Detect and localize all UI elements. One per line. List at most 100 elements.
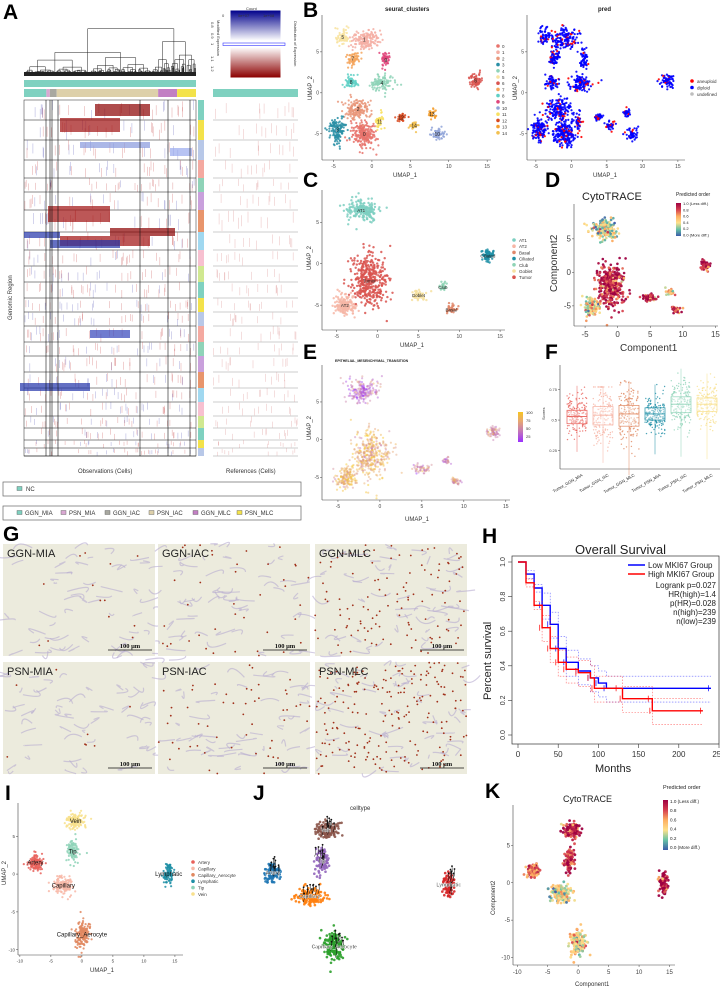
pred-point-0: [552, 133, 555, 136]
cnv-signal: [159, 218, 160, 230]
cytotrace-d-point-AT1: [609, 218, 613, 222]
pred-point-7: [552, 56, 555, 59]
seurat-point-8: [349, 73, 353, 76]
celltype-c-point-Tumor: [353, 257, 356, 260]
seurat-point-2: [352, 111, 355, 114]
cnv-signal: [106, 373, 107, 382]
seurat-point-5: [345, 25, 348, 28]
seurat-point-1: [362, 33, 365, 37]
seurat-point-2: [361, 111, 364, 115]
cnv-signal: [249, 303, 251, 311]
legend-label-5: 5: [502, 75, 505, 80]
y-tick-label: -5: [315, 303, 320, 309]
seurat-point-2: [369, 99, 372, 102]
seurat-point-2: [347, 99, 350, 102]
pred-point-4: [585, 76, 588, 79]
legend-label-8: 8: [502, 94, 505, 99]
cnv-signal: [24, 200, 26, 210]
cnv-signal: [285, 358, 287, 367]
cnv-signal: [103, 194, 104, 204]
cnv-signal: [121, 289, 123, 298]
cnv-signal: [95, 148, 96, 159]
cnv-signal: [50, 182, 51, 190]
legend-dot-12: [496, 118, 500, 123]
cnv-signal: [217, 421, 218, 428]
celltype-c-point-Tumor: [365, 268, 368, 271]
cnv-signal: [30, 198, 32, 208]
seurat-point-6: [480, 79, 483, 82]
celltype-c-point-Tumor: [363, 260, 366, 264]
cnv-signal: [285, 125, 287, 136]
cnv-signal: [241, 316, 243, 324]
seurat-point-2: [370, 113, 373, 116]
cnv-signal: [289, 235, 290, 245]
cnv-signal: [141, 431, 143, 438]
chromosome-strip: [198, 342, 204, 356]
seurat-point-2: [349, 93, 352, 96]
x-tick-label: 5: [417, 334, 420, 340]
cnv-signal: [134, 183, 136, 191]
pred-point-3: [534, 134, 538, 137]
seurat-point-2: [354, 108, 357, 111]
celltype-c-point-Tumor: [365, 264, 369, 267]
cnv-signal: [279, 236, 280, 246]
celltype-c-point-AT1: [346, 208, 349, 212]
cnv-signal: [51, 451, 52, 456]
cnv-signal: [126, 416, 128, 423]
cnv-signal: [248, 288, 249, 297]
pred-point-3: [530, 124, 533, 127]
seurat-point-1: [380, 33, 383, 36]
cnv-signal: [158, 179, 160, 187]
cnv-signal: [257, 140, 259, 151]
seurat-point-1: [355, 38, 358, 41]
cnv-signal: [152, 123, 153, 134]
seurat-point-4: [375, 87, 378, 90]
cnv-signal: [97, 433, 99, 440]
pred-point-5: [547, 36, 551, 39]
seurat-point-0: [369, 146, 372, 150]
cnv-signal: [159, 358, 161, 367]
cnv-signal: [151, 270, 152, 279]
cytotrace-d-point-AT2: [593, 297, 597, 301]
seurat-point-2: [358, 113, 361, 116]
legend-label-7: 7: [502, 87, 505, 92]
cnv-signal: [239, 287, 241, 296]
cnv-signal: [290, 443, 292, 448]
cnv-signal: [289, 163, 291, 173]
celltype-c-point-Tumor: [354, 277, 358, 281]
cnv-signal: [29, 393, 30, 401]
cnv-signal: [27, 269, 28, 278]
pred-point-6: [662, 76, 665, 80]
chromosome-strip: [198, 250, 204, 266]
pred-point-3: [544, 120, 547, 123]
cytotrace-d-point-AT1: [609, 223, 613, 227]
cnv-signal: [80, 300, 81, 308]
legend-label-13: 13: [502, 125, 508, 130]
pred-point-1: [561, 24, 564, 27]
cnv-signal: [294, 442, 296, 447]
cnv-signal: [43, 443, 45, 448]
pred-point-14: [609, 128, 612, 131]
seurat-point-0: [372, 148, 375, 151]
celltype-c-point-Tumor: [365, 261, 368, 264]
x-tick-label: 0: [376, 334, 379, 340]
cnv-signal: [293, 107, 294, 118]
pred-point-5: [540, 35, 543, 38]
celltype-c-point-Tumor: [351, 284, 354, 287]
celltype-c-points: [331, 192, 495, 323]
seurat-point-2: [363, 109, 366, 112]
cnv-signal: [103, 443, 104, 448]
cnv-signal: [72, 197, 73, 207]
cnv-signal: [280, 284, 282, 293]
legend-dot-14: [496, 131, 500, 135]
chromosome-strip: [198, 160, 204, 178]
cytotrace-d-point-AT1: [583, 222, 586, 226]
cnv-signal: [84, 440, 85, 445]
cnv-signal: [229, 147, 231, 158]
chromosome-strip: [198, 282, 204, 298]
cnv-signal: [59, 403, 61, 411]
c-cluster-label-Tumor: Tumor: [363, 278, 376, 283]
cnv-signal: [153, 179, 154, 187]
cnv-signal: [26, 147, 28, 158]
seurat-point-3: [343, 123, 346, 126]
